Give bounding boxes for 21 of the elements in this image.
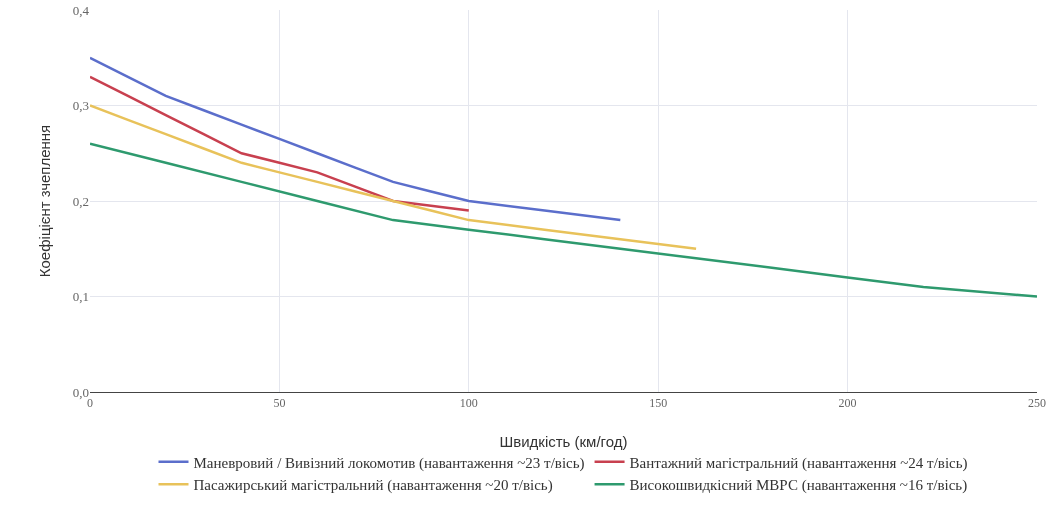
x-tick-label: 150 [649,396,668,411]
line-series [90,104,698,250]
x-tick-label: 200 [838,396,857,411]
legend-label: Високошвидкісний МВРС (навантаження ~16 т/вісь) [629,477,968,495]
line-series [90,75,471,212]
x-axis-title: Швидкість (км/год) [499,433,628,450]
x-tick-label: 250 [1028,396,1046,411]
y-tick-label: 0,1 [72,289,89,305]
line-series [90,56,622,222]
x-tick-label: 100 [459,396,478,411]
y-tick-label: 0,4 [72,2,90,18]
y-tick-label: 0,2 [72,193,89,209]
y-tick-label: 0,0 [72,384,89,400]
y-tick-label: 0,3 [72,98,89,114]
legend-label: Пасажирський магістральний (навантаження ~20 т/вісь) [193,477,553,495]
x-tick-label: 50 [273,396,286,411]
y-axis-title: Коефіцієнт зчеплення [36,124,53,278]
legend-label: Маневровий / Вивізний локомотив (навантаження ~23 т/вісь) [193,454,585,472]
line-series [90,142,1037,298]
x-tick-label: 0 [87,396,93,411]
legend-label: Вантажний магістральний (навантаження ~24 т/вісь) [629,454,968,472]
